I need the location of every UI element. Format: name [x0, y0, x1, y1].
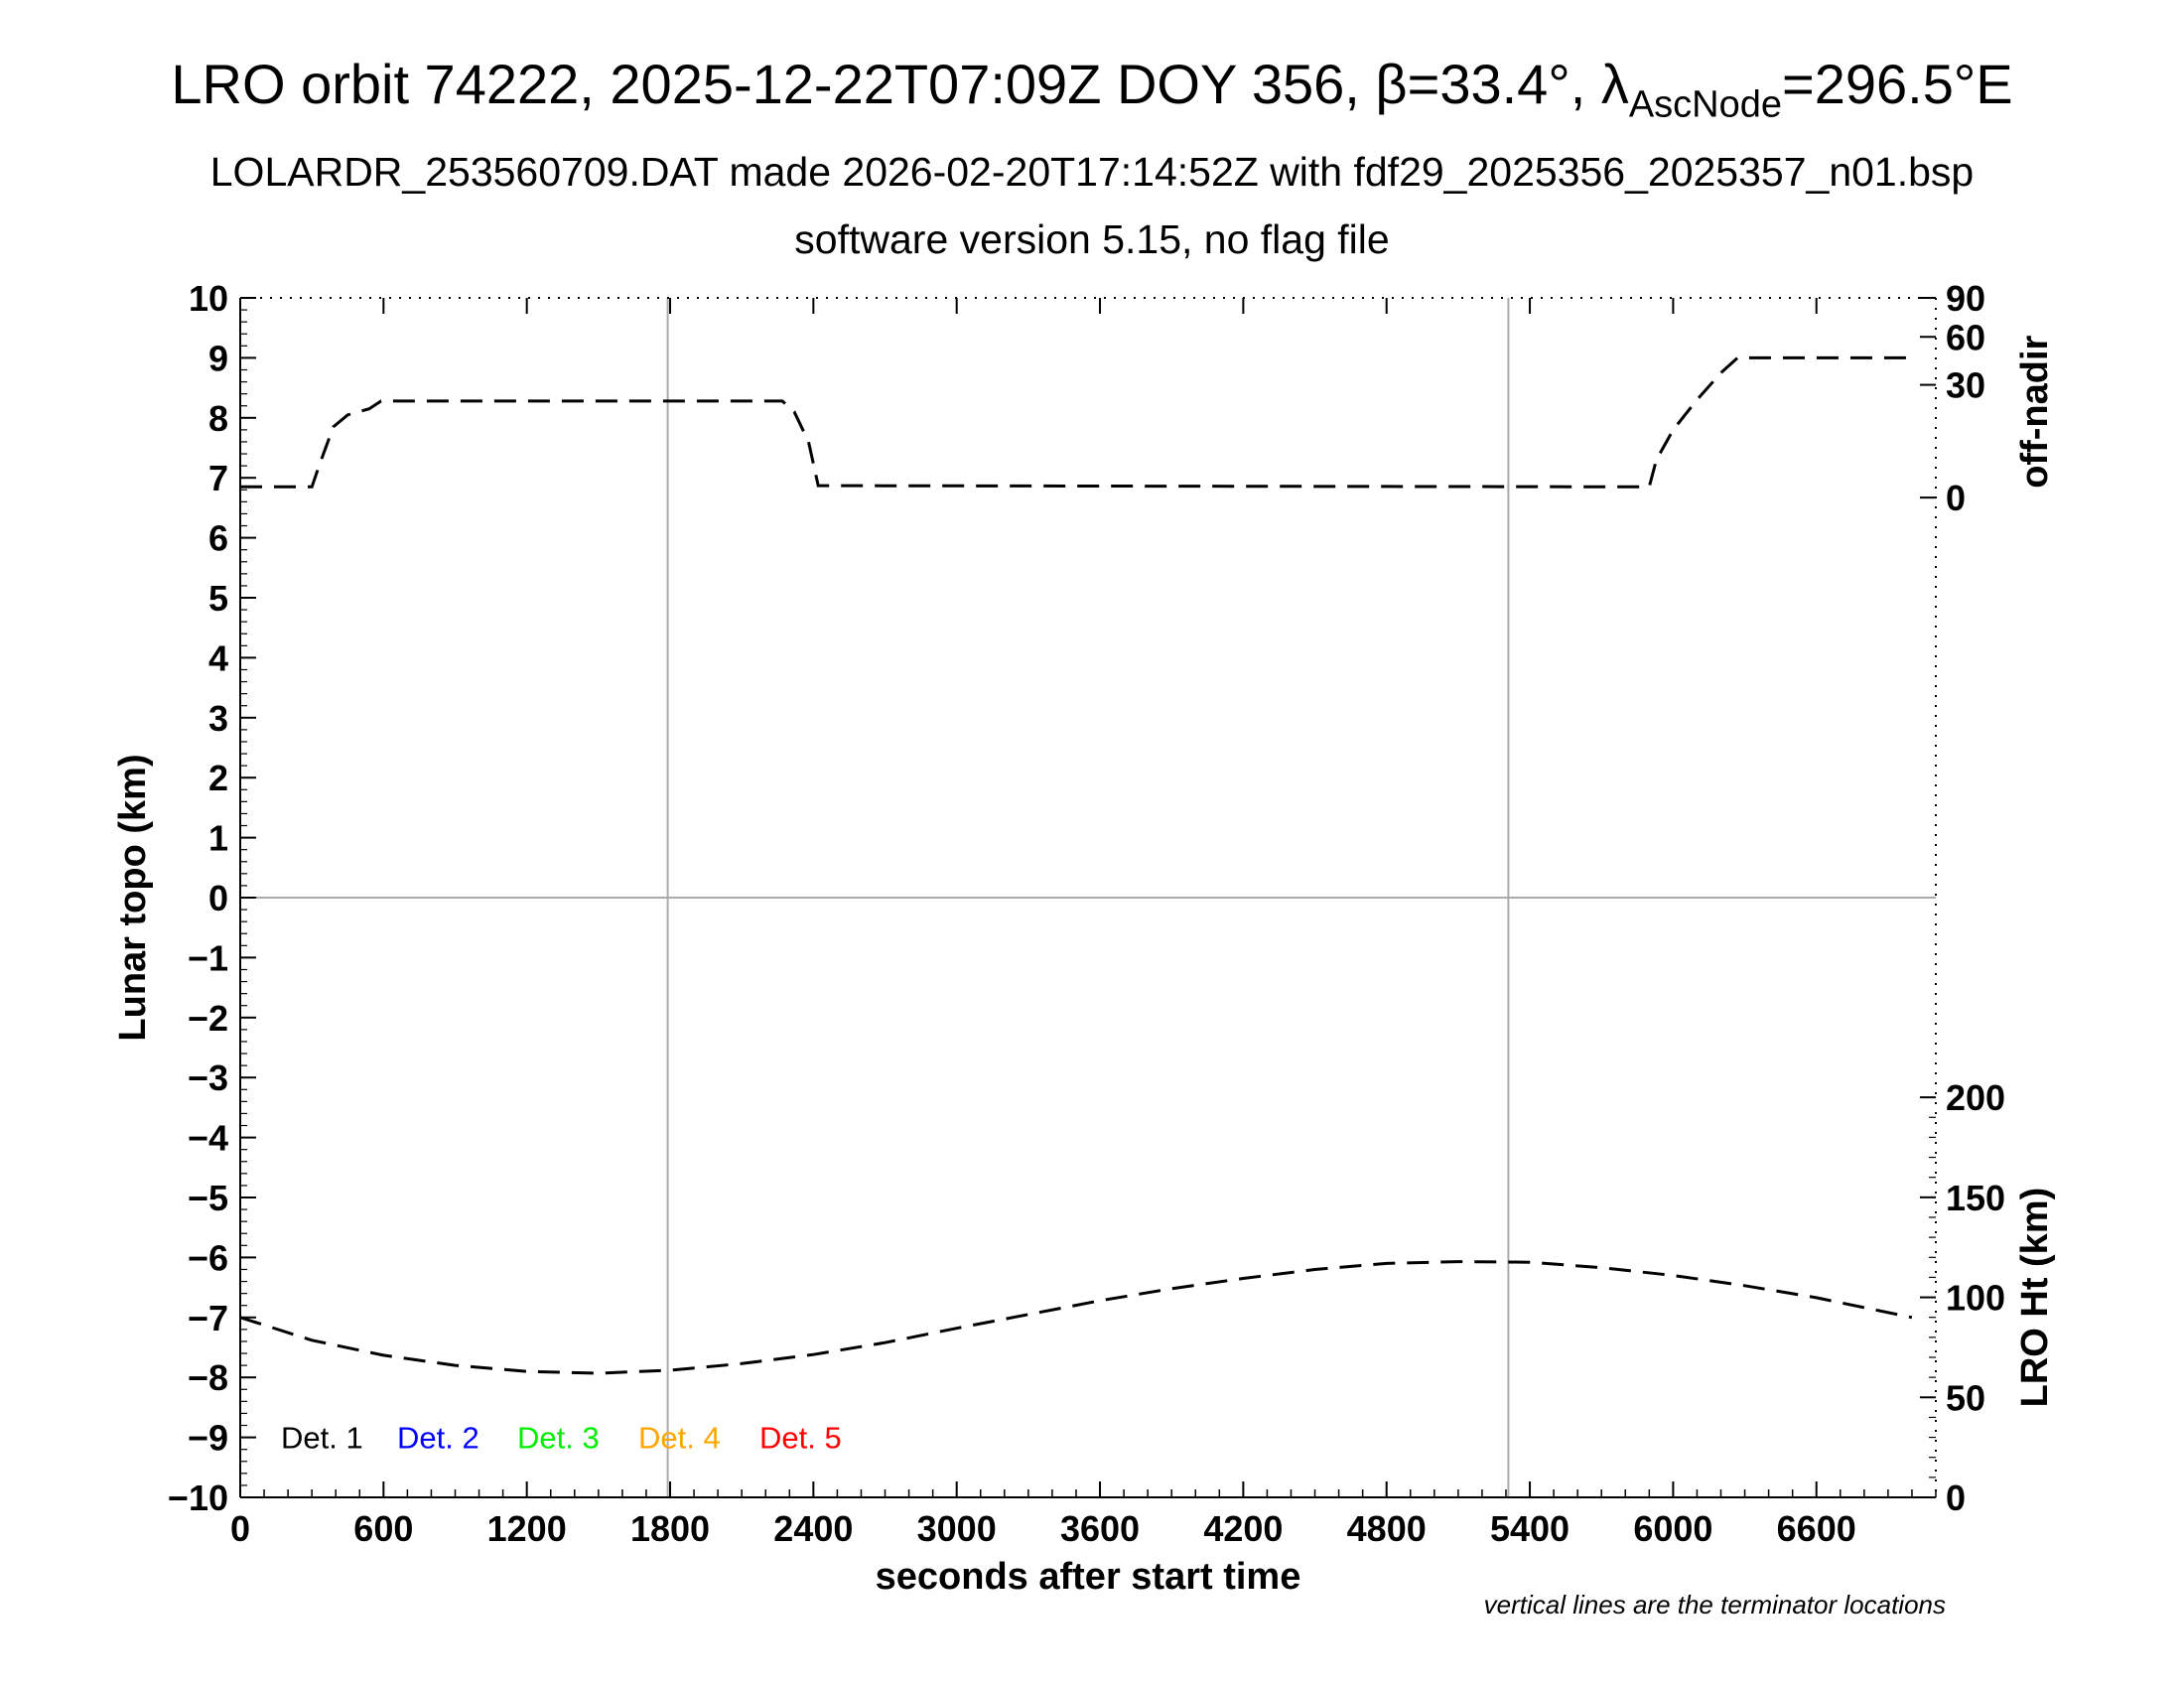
right-lower-tick-label: 100	[1946, 1278, 2005, 1319]
x-tick-label: 6000	[1633, 1508, 1712, 1549]
right-axis-upper-label: off-nadir	[2014, 336, 2056, 489]
y-tick-label: 0	[208, 878, 228, 918]
chart-subtitle: LOLARDR_253560709.DAT made 2026-02-20T17…	[209, 149, 1975, 195]
legend-item-det-1: Det. 1	[281, 1421, 363, 1456]
right-lower-tick-label: 200	[1946, 1077, 2005, 1118]
x-tick-label: 0	[230, 1508, 250, 1549]
legend-item-det-4: Det. 4	[638, 1421, 721, 1456]
chart-title-prefix: LRO orbit 74222, 2025-12-22T07:09Z DOY 3…	[171, 53, 1629, 115]
x-tick-label: 4200	[1203, 1508, 1283, 1549]
terminator-note: vertical lines are the terminator locati…	[1484, 1590, 1946, 1619]
y-tick-label: −3	[188, 1057, 228, 1098]
x-tick-label: 3000	[917, 1508, 997, 1549]
x-tick-label: 4800	[1347, 1508, 1427, 1549]
x-axis-label: seconds after start time	[876, 1556, 1301, 1598]
y-tick-label: −9	[188, 1418, 228, 1459]
y-tick-label: −6	[188, 1237, 228, 1278]
y-tick-label: −5	[188, 1178, 228, 1218]
chart-subtitle-2: software version 5.15, no flag file	[794, 216, 1390, 262]
y-tick-label: −4	[188, 1118, 228, 1159]
y-tick-label: −1	[188, 937, 228, 978]
y-tick-label: 9	[208, 338, 228, 378]
x-tick-label: 6600	[1777, 1508, 1856, 1549]
right-axis-lower-label: LRO Ht (km)	[2014, 1188, 2056, 1408]
right-upper-tick-label: 0	[1946, 478, 1966, 518]
lro-height-series	[239, 1260, 1913, 1375]
y-axis-label: Lunar topo (km)	[112, 754, 154, 1041]
y-tick-label: −7	[188, 1298, 228, 1338]
right-upper-tick-label: 90	[1946, 278, 1985, 319]
y-tick-label: −2	[188, 998, 228, 1039]
legend-item-det-5: Det. 5	[759, 1421, 842, 1456]
y-tick-label: −10	[168, 1477, 228, 1518]
x-tick-label: 5400	[1490, 1508, 1570, 1549]
legend-item-det-2: Det. 2	[397, 1421, 479, 1456]
right-upper-tick-label: 60	[1946, 317, 1985, 357]
series-layer	[239, 355, 1913, 1375]
y-tick-label: 8	[208, 398, 228, 439]
y-tick-label: 10	[189, 278, 228, 319]
y-tick-label: 3	[208, 698, 228, 739]
right-lower-tick-label: 50	[1946, 1377, 1985, 1418]
x-tick-label: 3600	[1060, 1508, 1140, 1549]
x-axis: 0 600 1200 1800 2400 3000 3600 4200 4800 5400 6000…	[230, 298, 1937, 1549]
y-tick-label: 1	[208, 818, 228, 859]
y-tick-label: 6	[208, 518, 228, 559]
y-tick-label: 4	[208, 637, 228, 678]
grid-lines	[240, 298, 1936, 1497]
off-nadir-series	[240, 355, 1912, 489]
y-tick-label: 2	[208, 758, 228, 798]
x-tick-label: 1800	[630, 1508, 710, 1549]
chart-title-suffix: =296.5°E	[1782, 53, 2013, 115]
legend-item-det-3: Det. 3	[517, 1421, 600, 1456]
y-tick-label: −8	[188, 1357, 228, 1398]
x-tick-label: 600	[353, 1508, 413, 1549]
right-lower-tick-label: 150	[1946, 1178, 2005, 1218]
y-tick-label: 7	[208, 458, 228, 498]
y-tick-label: 5	[208, 578, 228, 619]
right-lower-tick-label: 0	[1946, 1477, 1966, 1518]
right-upper-tick-label: 30	[1946, 365, 1985, 406]
chart-title-subscript: AscNode	[1628, 83, 1783, 126]
chart-title: LRO orbit 74222, 2025-12-22T07:09Z DOY 3…	[0, 52, 2184, 123]
x-tick-label: 1200	[487, 1508, 567, 1549]
legend: Det. 1 Det. 2 Det. 3 Det. 4 Det. 5	[281, 1421, 842, 1456]
x-tick-label: 2400	[773, 1508, 853, 1549]
